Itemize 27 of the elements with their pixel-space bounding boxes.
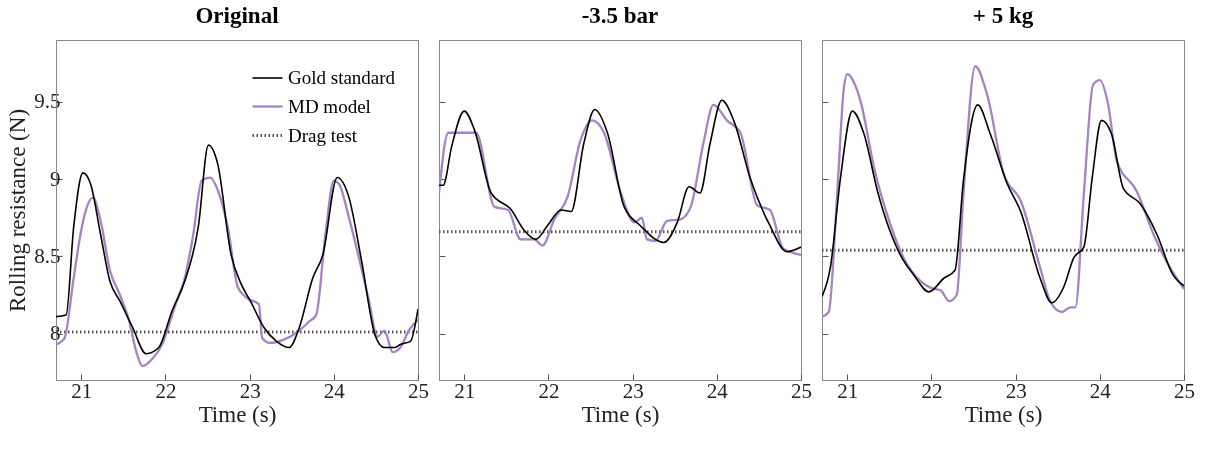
x-tick-label: 21 — [837, 378, 859, 403]
x-tick-label: 21 — [71, 378, 93, 403]
x-tick-label: 24 — [1089, 378, 1112, 403]
chart-title: Original — [195, 3, 279, 28]
y-tick-label: 8.5 — [34, 243, 61, 268]
x-tick-label: 21 — [454, 378, 476, 403]
chart-title: + 5 kg — [972, 3, 1034, 28]
legend-label: Drag test — [288, 124, 358, 146]
x-tick-label: 22 — [538, 378, 560, 403]
x-axis-title: Time (s) — [198, 401, 277, 427]
y-axis-title: Rolling resistance (N) — [5, 108, 31, 313]
x-tick-label: 23 — [1005, 378, 1027, 403]
x-axis-title: Time (s) — [964, 401, 1043, 427]
x-axis-title: Time (s) — [581, 401, 660, 427]
x-tick-label: 23 — [239, 378, 261, 403]
x-tick-label: 24 — [706, 378, 729, 403]
x-tick-label: 24 — [323, 378, 346, 403]
x-tick-label: 25 — [791, 378, 812, 403]
x-tick-label: 22 — [155, 378, 177, 403]
legend-label: MD model — [288, 95, 371, 117]
x-tick-label: 25 — [408, 378, 429, 403]
x-tick-label: 25 — [1174, 378, 1195, 403]
x-tick-label: 23 — [622, 378, 644, 403]
chart-title: -3.5 bar — [581, 3, 659, 28]
y-tick-label: 9.5 — [34, 89, 61, 114]
legend-label: Gold standard — [288, 67, 396, 88]
x-tick-label: 22 — [921, 378, 943, 403]
